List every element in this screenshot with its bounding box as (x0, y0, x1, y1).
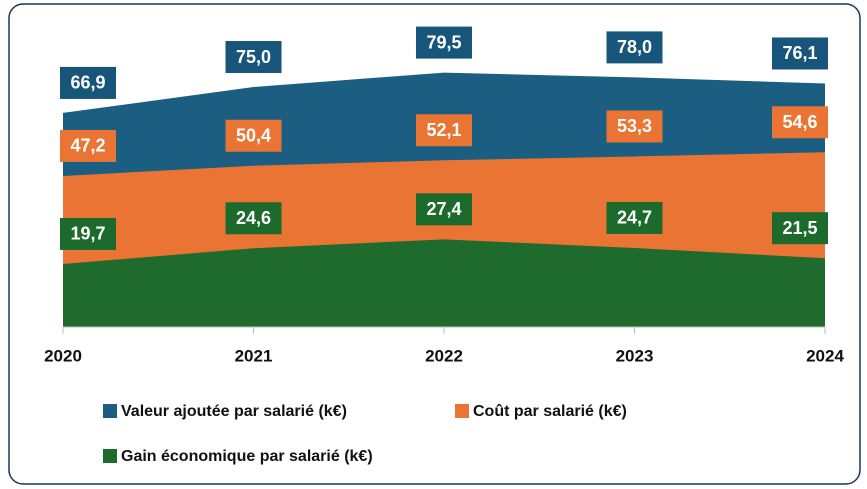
x-tick-label: 2022 (425, 346, 463, 365)
value-label: 47,2 (70, 136, 105, 156)
legend-swatch (455, 404, 469, 418)
value-label: 24,7 (617, 208, 652, 228)
legend-swatch (103, 404, 117, 418)
legend-label: Gain économique par salarié (k€) (121, 448, 373, 465)
legend-label: Coût par salarié (k€) (473, 403, 627, 420)
value-label: 53,3 (617, 116, 652, 136)
value-label: 50,4 (236, 125, 271, 145)
value-label: 54,6 (782, 112, 817, 132)
value-label: 66,9 (70, 73, 105, 93)
value-label-box (225, 41, 282, 73)
x-tick-label: 2023 (616, 346, 654, 365)
value-label-box (772, 106, 828, 139)
x-tick-label: 2021 (235, 346, 273, 365)
value-label-box (416, 26, 472, 59)
legend-swatch (103, 449, 117, 463)
legend-label: Valeur ajoutée par salarié (k€) (121, 403, 347, 420)
value-label-box (606, 110, 663, 143)
x-tick-label: 2020 (44, 346, 82, 365)
value-label-box (225, 119, 282, 152)
x-tick-label: 2024 (806, 346, 844, 365)
value-label-box (416, 193, 472, 226)
value-label: 76,1 (782, 43, 817, 63)
value-label: 52,1 (426, 120, 461, 140)
value-label: 78,0 (617, 37, 652, 57)
area (63, 239, 825, 327)
value-label-box (225, 202, 282, 235)
value-label: 21,5 (782, 218, 817, 238)
value-label: 27,4 (426, 199, 461, 219)
value-label-box (60, 217, 116, 250)
value-label-box (416, 114, 472, 147)
value-label-box (60, 129, 116, 162)
value-label-box (60, 66, 116, 99)
value-label-box (772, 37, 828, 70)
value-label: 79,5 (426, 32, 461, 52)
value-label: 24,6 (236, 208, 271, 228)
value-label-box (772, 212, 828, 245)
value-label: 19,7 (70, 224, 105, 244)
value-label: 75,0 (236, 47, 271, 67)
value-label-box (606, 31, 663, 64)
value-label-box (606, 201, 663, 234)
